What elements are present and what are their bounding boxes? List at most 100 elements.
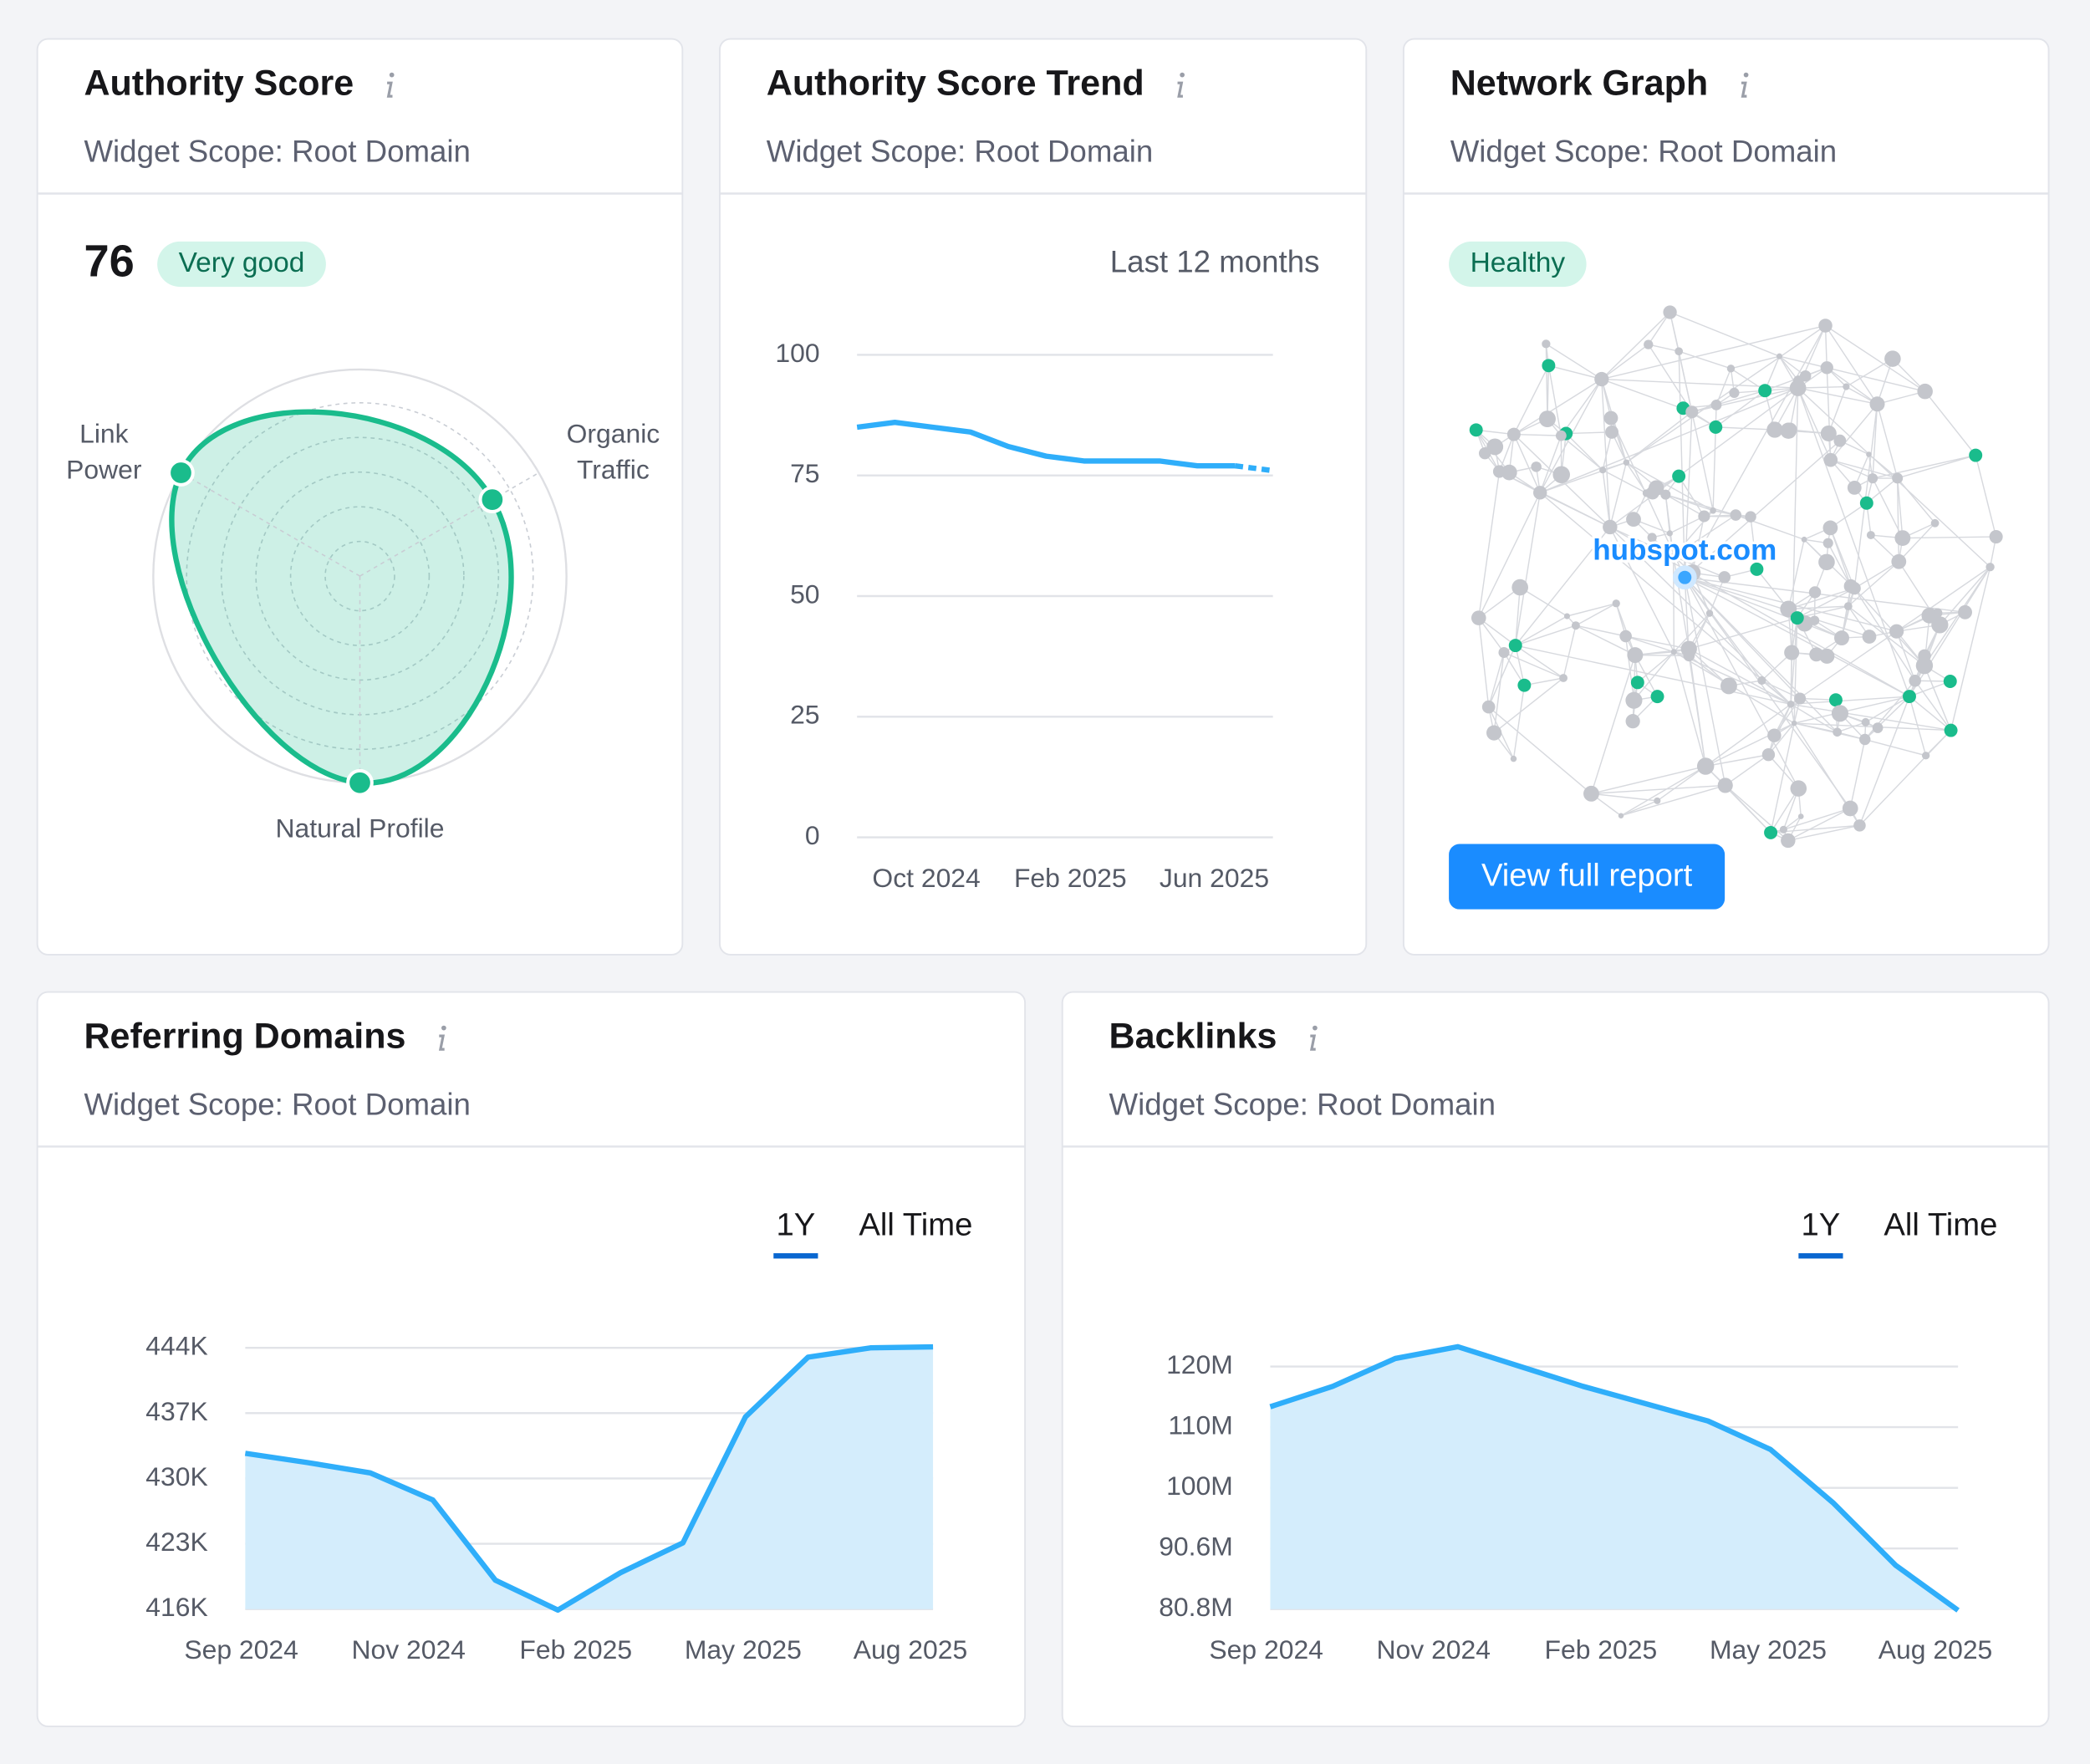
graph-edge (1567, 603, 1617, 617)
graph-edge (1515, 645, 1526, 686)
graph-node (1612, 599, 1620, 608)
graph-edge (1637, 651, 1675, 683)
graph-edge (1560, 379, 1603, 436)
x-tick-label: Feb 2025 (1014, 863, 1127, 893)
graph-node (1508, 639, 1522, 653)
info-icon-dot (1743, 72, 1749, 78)
graph-edge (1673, 556, 1675, 652)
line (244, 1343, 934, 1614)
info-icon-dot (1313, 1025, 1318, 1031)
graph-edge (1648, 344, 1693, 413)
graph-edge (1849, 739, 1866, 809)
radar-point (346, 768, 374, 797)
graph-edge (1705, 765, 1771, 834)
y-tick-label: 444K (145, 1331, 207, 1361)
button-label[interactable]: View full report (1481, 858, 1693, 894)
graph-edge (1664, 494, 1705, 517)
graph-node (1599, 466, 1607, 474)
graph-edge (1674, 651, 1792, 705)
line-dashed (1235, 463, 1274, 474)
graph-node (1859, 496, 1873, 510)
graph-edge (1487, 645, 1517, 707)
tab[interactable]: All Time (1884, 1206, 1997, 1242)
y-tick-label: 120M (1166, 1349, 1233, 1379)
x-tick-label: Feb 2025 (1545, 1634, 1658, 1665)
graph-center-node (1672, 565, 1697, 590)
graph-node (1726, 365, 1736, 373)
graph-node (1603, 410, 1618, 426)
y-tick-label: 100M (1166, 1471, 1233, 1501)
graph-edge (1539, 492, 1792, 705)
graph-node (1618, 813, 1624, 818)
graph-node (1909, 674, 1921, 687)
graph-edge (1691, 516, 1705, 574)
graph-edge (1825, 324, 1926, 392)
graph-edge (1914, 680, 1952, 732)
graph-node (1819, 648, 1835, 664)
info-icon-dot (389, 72, 395, 78)
graph-edge (1829, 528, 1855, 589)
graph-edge (1826, 367, 1832, 461)
graph-node (1789, 380, 1807, 396)
graph-edge (1503, 651, 1564, 679)
graph-node (1867, 473, 1878, 484)
graph-edge (1602, 470, 1611, 528)
graph-node (1862, 630, 1877, 644)
tab[interactable]: 1Y (776, 1206, 815, 1242)
graph-edge (1872, 477, 1904, 538)
graph-node-label: hubspot.com (1593, 534, 1776, 567)
graph-node (1872, 722, 1884, 733)
graph-edge (1648, 344, 1680, 352)
graph-edge (1684, 577, 1851, 809)
tab[interactable]: 1Y (1802, 1206, 1841, 1242)
button[interactable] (1449, 844, 1726, 910)
graph-node (1718, 571, 1731, 584)
graph-node (1486, 438, 1504, 456)
graph-node (1538, 410, 1556, 428)
graph-node (1903, 690, 1916, 704)
graph-node (1797, 813, 1804, 819)
graph-node (1869, 396, 1885, 412)
badge (1449, 241, 1587, 288)
graph-node (1884, 350, 1901, 367)
graph-node (1808, 586, 1822, 599)
graph-node (1642, 489, 1651, 497)
graph-edge (1790, 703, 1951, 732)
graph-node (1921, 752, 1930, 760)
axis-label-text: Organic Traffic (566, 420, 660, 486)
x-tick-label: Nov 2024 (1377, 1634, 1491, 1665)
graph-edge (1602, 469, 1647, 494)
graph-edge (1731, 355, 1780, 370)
graph-node (1822, 538, 1833, 548)
graph-node (1767, 728, 1782, 742)
graph-edge (1478, 471, 1501, 619)
graph-node (1784, 645, 1800, 660)
radar-spoke (359, 472, 539, 577)
graph-node (1794, 692, 1807, 705)
graph-edge (1478, 492, 1541, 619)
graph-node (1720, 677, 1737, 695)
graph-edge (1788, 588, 1855, 610)
card-subtitle: Widget Scope: Root Domain (84, 1087, 471, 1121)
graph-node (1791, 720, 1797, 727)
graph-edge (1853, 404, 1878, 589)
graph-node (1790, 780, 1807, 797)
graph-node (1498, 646, 1510, 659)
graph-node (1818, 319, 1833, 333)
graph-edge (1625, 324, 1826, 463)
graph-edge (1656, 765, 1706, 802)
tab[interactable]: All Time (859, 1206, 972, 1242)
graph-edge (1767, 704, 1792, 756)
graph-edge (1858, 730, 1952, 826)
graph-node (1531, 461, 1542, 472)
graph-node (1809, 647, 1824, 662)
period-label: Last 12 months (1110, 245, 1320, 279)
graph-edge (1493, 677, 1564, 734)
graph-edge (1625, 635, 1690, 650)
graph-edge (1787, 824, 1860, 842)
graph-node (1645, 486, 1659, 500)
y-tick-label: 416K (145, 1592, 207, 1622)
axis-label-text: Natural Profile (275, 813, 445, 844)
info-icon (386, 81, 393, 98)
graph-edge (1770, 788, 1799, 834)
